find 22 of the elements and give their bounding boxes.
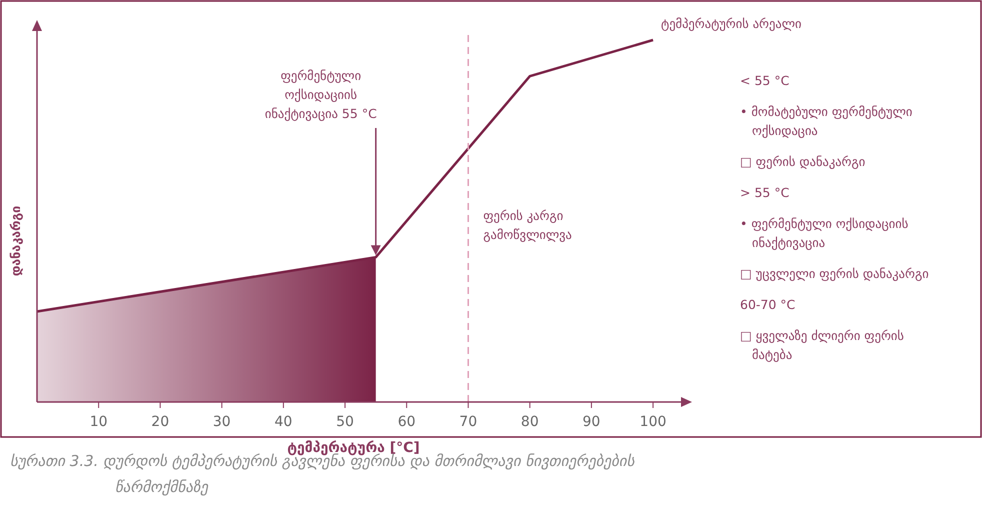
- x-tick-label: 80: [520, 414, 539, 430]
- x-tick-label: 40: [274, 414, 292, 430]
- x-tick-label: 60: [398, 414, 416, 430]
- text: □ ყველაზე ძლიერი ფერის მატება: [740, 328, 904, 362]
- text: • მომატებული ფერმენტული ოქსიდაცია: [740, 104, 912, 138]
- x-tick-label: 90: [582, 414, 600, 430]
- text: < 55 °C: [740, 73, 790, 88]
- text: □ უცვლელი ფერის დანაკარგი: [740, 266, 929, 281]
- annotation: ფერმენტული ოქსიდაციის ინაქტივაცია 55 °C: [264, 68, 378, 121]
- x-tick-label: 10: [90, 414, 108, 430]
- x-tick-label: 100: [640, 414, 666, 430]
- text: • ფერმენტული ოქსიდაციის ინაქტივაცია: [740, 216, 908, 250]
- ref-line-label: ფერის კარგი გამოწვლილვა: [483, 208, 572, 242]
- text: > 55 °C: [740, 185, 790, 200]
- x-tick-label: 50: [336, 414, 354, 430]
- x-tick-label: 70: [459, 414, 478, 430]
- y-axis-title: დანაკარგი: [8, 206, 23, 276]
- x-tick-label: 30: [212, 414, 231, 430]
- annotation: ტემპერატურის არეალი: [661, 16, 802, 31]
- text: □ ფერის დანაკარგი: [740, 154, 866, 169]
- text: 60-70 °C: [740, 297, 796, 312]
- x-tick-label: 20: [151, 414, 170, 430]
